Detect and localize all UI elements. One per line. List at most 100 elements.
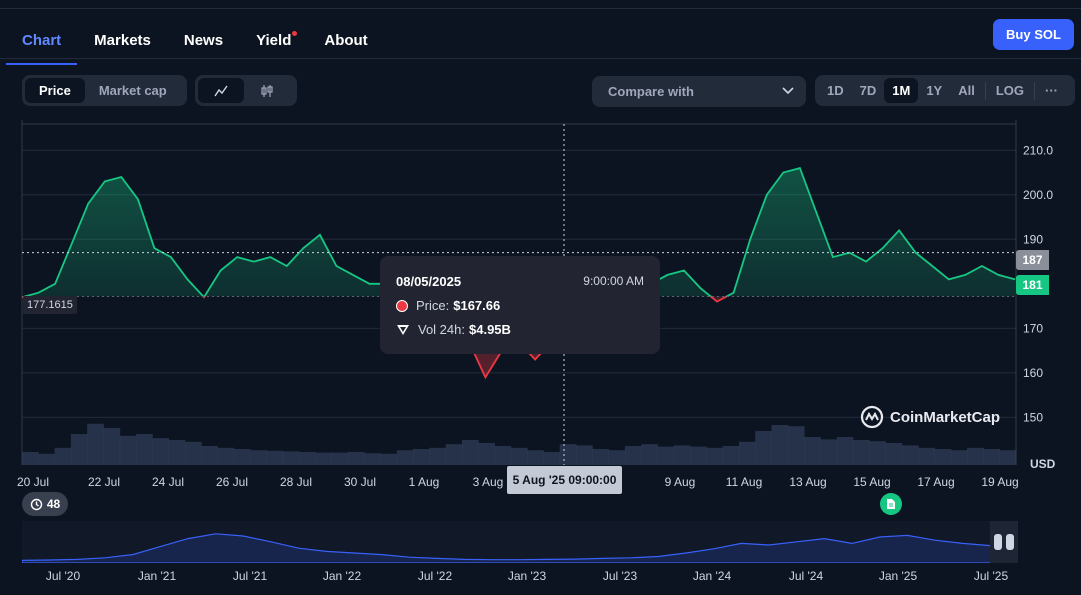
volume-bar <box>136 434 153 465</box>
volume-bar <box>901 445 919 465</box>
volume-bar <box>152 438 170 465</box>
events-button[interactable]: 48 <box>22 492 68 516</box>
x-tick-label: 20 Jul <box>16 475 50 489</box>
events-count: 48 <box>46 497 61 511</box>
tooltip-volume-row: Vol 24h: $4.95B <box>396 322 511 337</box>
y-tick-label: 150 <box>1023 410 1043 424</box>
top-divider <box>0 8 1081 9</box>
volume-bar <box>38 453 55 465</box>
navigator-tick-label: Jul '20 <box>45 569 81 583</box>
volume-bar <box>250 450 267 465</box>
volume-bar <box>641 444 658 465</box>
x-tick-label: 30 Jul <box>343 475 377 489</box>
toggle-price[interactable]: Price <box>25 78 85 103</box>
navigator-tick-label: Jul '21 <box>232 569 268 583</box>
y-tick-label: 210.0 <box>1023 143 1053 157</box>
volume-bar <box>755 431 772 465</box>
tooltip-date: 08/05/2025 <box>396 274 462 289</box>
tooltip-price-row: Price: $167.66 <box>396 298 500 313</box>
range-all[interactable]: All <box>958 83 975 98</box>
volume-bar <box>657 446 675 465</box>
more-options-button[interactable]: ··· <box>1045 83 1059 98</box>
volume-bar <box>527 450 544 465</box>
x-tick-label: 1 Aug <box>408 475 440 489</box>
x-tick-label: 17 Aug <box>917 475 955 489</box>
line-chart-icon[interactable] <box>198 78 244 103</box>
tooltip-volume-value: $4.95B <box>469 322 511 337</box>
history-icon <box>30 498 43 510</box>
volume-bar <box>967 447 984 465</box>
range-1y[interactable]: 1Y <box>926 83 943 98</box>
volume-bar <box>119 435 137 465</box>
volume-bar <box>70 434 88 465</box>
volume-bar <box>624 446 642 465</box>
tab-chart[interactable]: Chart <box>5 20 78 65</box>
tab-about[interactable]: About <box>324 32 368 49</box>
volume-bar <box>787 426 805 465</box>
volume-bar <box>673 445 691 465</box>
tab-yield-label: Yield <box>256 32 292 49</box>
navigator-handle-right[interactable] <box>1006 534 1014 550</box>
tooltip-volume-label: Vol 24h: <box>418 322 465 337</box>
volume-bar <box>103 428 121 465</box>
volume-bar <box>54 447 72 465</box>
volume-icon <box>397 324 409 335</box>
volume-bar <box>771 425 789 465</box>
volume-bar <box>347 452 365 465</box>
range-1d[interactable]: 1D <box>827 83 844 98</box>
buy-sol-button[interactable]: Buy SOL <box>993 19 1074 50</box>
tab-markets[interactable]: Markets <box>94 32 151 49</box>
currency-label: USD <box>1030 457 1056 471</box>
volume-bar <box>266 450 284 465</box>
navigator-background <box>22 521 1018 563</box>
range-1m[interactable]: 1M <box>884 78 919 103</box>
chart-tooltip: 08/05/2025 9:00:00 AM Price: $167.66 Vol… <box>380 256 660 354</box>
tab-news[interactable]: News <box>183 32 224 49</box>
volume-bar <box>543 452 561 465</box>
baseline-label: 177.1615 <box>23 296 77 314</box>
compare-with-dropdown[interactable]: Compare with <box>592 76 806 107</box>
volume-bar <box>722 446 740 465</box>
navigator-handle-left[interactable] <box>994 534 1002 550</box>
volume-bar <box>233 449 251 465</box>
navigator-tick-label: Jan '23 <box>507 569 547 583</box>
toggle-market-cap[interactable]: Market cap <box>98 83 167 98</box>
price-tag-current: 181 <box>1016 275 1049 295</box>
news-marker[interactable] <box>880 493 902 515</box>
volume-bar <box>396 450 414 465</box>
y-axis: 210.0 200.0 190 170 160 150 <box>1023 143 1053 424</box>
x-tick-label: 19 Aug <box>981 475 1019 489</box>
tab-yield[interactable]: Yield <box>256 20 298 58</box>
navigator-tick-label: Jul '23 <box>602 569 638 583</box>
coinmarketcap-logo-icon <box>860 405 884 429</box>
tooltip-price-label: Price: <box>416 298 450 313</box>
range-7d[interactable]: 7D <box>859 83 877 98</box>
y-tick-label: 170 <box>1023 321 1043 335</box>
volume-bar <box>853 440 870 465</box>
candlestick-icon[interactable] <box>244 78 290 103</box>
x-tick-label: 3 Aug <box>472 475 504 489</box>
volume-bar <box>869 441 887 465</box>
volume-bar <box>315 452 333 465</box>
navigator-tick-label: Jul '24 <box>788 569 824 583</box>
chevron-down-icon <box>782 87 794 95</box>
chart-type-toggle <box>195 75 297 106</box>
document-icon <box>887 499 895 509</box>
volume-bar <box>87 423 104 465</box>
navigator-series <box>22 533 1018 563</box>
volume-bar <box>413 449 430 465</box>
navigator-tick-label: Jan '21 <box>137 569 177 583</box>
x-tick-label: 13 Aug <box>789 475 827 489</box>
volume-bar <box>429 447 447 465</box>
coinmarketcap-watermark: CoinMarketCap <box>860 405 1000 429</box>
volume-bar <box>364 453 381 465</box>
price-area-up <box>24 168 1015 297</box>
range-navigator[interactable] <box>22 521 1018 563</box>
y-tick-label: 200.0 <box>1023 188 1053 202</box>
price-tag-high: 187 <box>1016 250 1049 270</box>
volume-bar <box>299 452 316 465</box>
volume-bar <box>950 450 968 465</box>
chart-grid <box>22 149 1016 418</box>
log-scale-button[interactable]: LOG <box>995 83 1025 98</box>
volume-bar <box>282 451 300 465</box>
